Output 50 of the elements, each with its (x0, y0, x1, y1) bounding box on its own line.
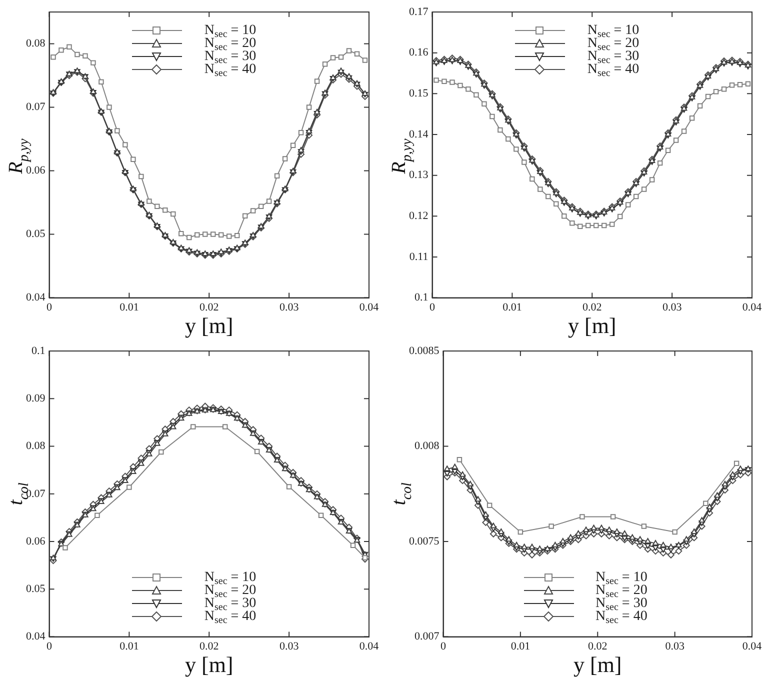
y-tick-label: 0.14 (409, 128, 429, 140)
y-tick-label: 0.008 (414, 440, 440, 452)
y-tick-label: 0.0075 (409, 535, 440, 548)
y-tick-label: 0.1 (414, 292, 428, 304)
x-tick-label: 0.03 (279, 640, 300, 652)
y-tick-label: 0.07 (26, 101, 46, 114)
y-tick-label: 0.05 (26, 228, 46, 240)
x-tick-label: 0.04 (359, 301, 380, 314)
x-tick-label: 0.04 (742, 301, 762, 314)
x-tick-label: 0 (430, 301, 436, 314)
y-tick-label: 0.17 (409, 6, 429, 18)
x-tick-label: 0 (440, 640, 446, 652)
x-tick-label: 0.04 (359, 640, 380, 652)
y-tick-label: 0.0085 (409, 344, 440, 357)
x-tick-label: 0 (46, 301, 52, 314)
y-tick-label: 0.12 (409, 210, 428, 222)
y-tick-label: 0.06 (26, 164, 46, 177)
x-tick-label: 0.03 (662, 301, 682, 314)
x-tick-label: 0.03 (665, 640, 685, 652)
y-tick-label: 0.11 (409, 250, 428, 263)
x-tick-label: 0.01 (120, 640, 139, 652)
x-axis-title: y [m] (184, 313, 234, 338)
y-tick-label: 0.09 (26, 392, 46, 405)
x-tick-label: 0.01 (510, 640, 530, 652)
y-tick-label: 0.06 (26, 535, 46, 548)
y-tick-label: 0.05 (26, 583, 46, 596)
y-tick-label: 0.08 (26, 440, 46, 452)
y-tick-label: 0.007 (414, 630, 440, 643)
x-axis-title: y [m] (184, 652, 234, 677)
x-tick-label: 0.02 (200, 640, 219, 652)
y-tick-label: 0.13 (409, 169, 429, 182)
y-tick-label: 0.04 (26, 292, 46, 304)
y-axis-title: tcol (388, 482, 415, 506)
x-tick-label: 0.03 (279, 301, 300, 314)
x-axis-title: y [m] (568, 313, 616, 338)
x-tick-label: 0 (46, 640, 52, 652)
x-tick-label: 0.02 (582, 301, 602, 314)
x-tick-label: 0.01 (502, 301, 522, 314)
x-tick-label: 0.02 (588, 640, 608, 652)
y-tick-label: 0.1 (32, 344, 46, 357)
x-axis-title: y [m] (573, 652, 622, 677)
x-tick-label: 0.04 (742, 640, 762, 652)
x-tick-label: 0.02 (200, 301, 219, 314)
y-tick-label: 0.04 (26, 630, 46, 643)
legend-label: N$_{sec}$ = 40 (204, 62, 256, 79)
y-tick-label: 0.16 (409, 46, 429, 59)
y-tick-label: 0.15 (409, 88, 429, 100)
x-tick-label: 0.01 (120, 301, 139, 314)
y-tick-label: 0.08 (26, 38, 46, 50)
legend-label: N$_{sec}$ = 40 (587, 62, 640, 79)
